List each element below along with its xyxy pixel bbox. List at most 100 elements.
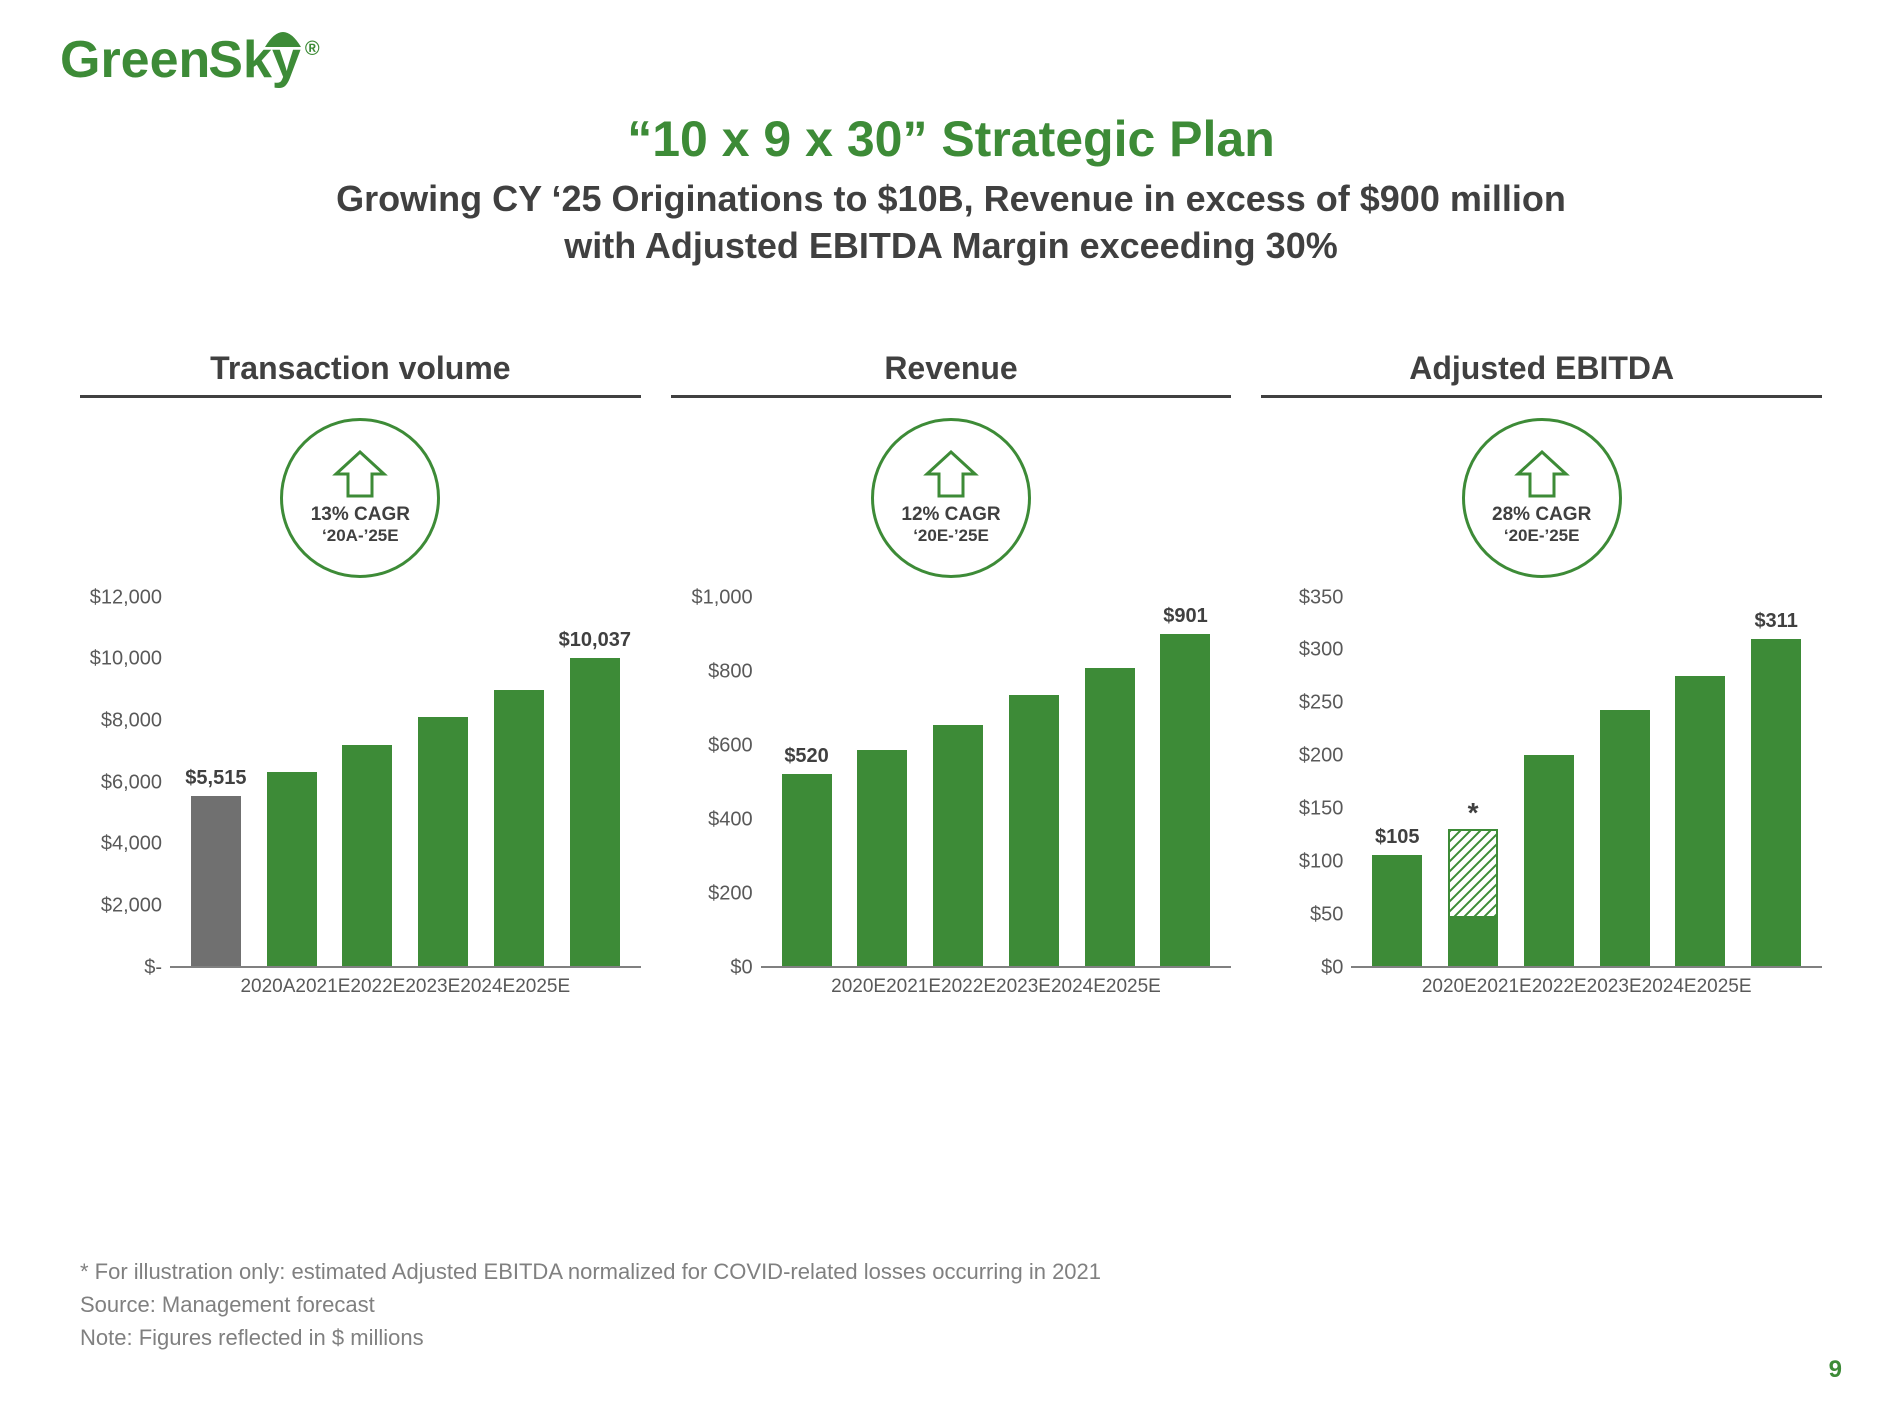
bar	[1524, 755, 1574, 965]
page-number: 9	[1829, 1356, 1842, 1384]
bar-wrap: $311	[1738, 598, 1814, 966]
bar	[782, 774, 832, 965]
x-tick-label: 2021E	[295, 976, 350, 998]
bar	[418, 717, 468, 965]
bar-wrap: $105	[1359, 598, 1435, 966]
bar-wrap	[1587, 598, 1663, 966]
x-tick-label: 2025E	[515, 976, 570, 998]
cagr-badge: 12% CAGR ‘20E-’25E	[871, 418, 1031, 578]
footnote-line: Note: Figures reflected in $ millions	[80, 1321, 1101, 1354]
y-tick-label: $6,000	[101, 771, 162, 794]
cagr-period: ‘20E-’25E	[1504, 526, 1580, 546]
x-tick-label: 2025E	[1697, 976, 1752, 998]
bar-wrap: $10,037	[557, 598, 633, 966]
bar	[1085, 668, 1135, 966]
x-tick-label: 2023E	[405, 976, 460, 998]
bar-chart: $0$50$100$150$200$250$300$350$105*$311	[1261, 598, 1822, 968]
y-tick-label: $200	[1299, 745, 1344, 768]
y-tick-label: $2,000	[101, 894, 162, 917]
chart-title: Revenue	[671, 350, 1232, 398]
y-tick-label: $0	[730, 956, 752, 979]
y-tick-label: $350	[1299, 586, 1344, 609]
up-arrow-icon	[1514, 450, 1570, 500]
x-tick-label: 2020E	[831, 976, 886, 998]
x-tick-label: 2024E	[460, 976, 515, 998]
chart-panel: Transaction volume 13% CAGR ‘20A-’25E$-$…	[80, 350, 641, 998]
y-tick-label: $100	[1299, 850, 1344, 873]
bar-value-label: $520	[784, 745, 829, 768]
plot-area: $5,515 $10,037	[170, 598, 641, 968]
x-axis: 2020E2021E2022E2023E2024E2025E	[1414, 976, 1760, 998]
bar-wrap: $520	[769, 598, 845, 966]
bar	[267, 772, 317, 965]
bar-wrap	[1662, 598, 1738, 966]
cagr-period: ‘20A-’25E	[322, 526, 399, 546]
bar-wrap	[844, 598, 920, 966]
main-title: “10 x 9 x 30” Strategic Plan	[60, 110, 1842, 168]
x-tick-label: 2024E	[1051, 976, 1106, 998]
y-tick-label: $800	[708, 660, 753, 683]
bar	[1600, 710, 1650, 965]
subtitle-line-2: with Adjusted EBITDA Margin exceeding 30…	[60, 223, 1842, 270]
x-tick-label: 2023E	[1587, 976, 1642, 998]
y-tick-label: $150	[1299, 798, 1344, 821]
bar-chart: $0$200$400$600$800$1,000$520$901	[671, 598, 1232, 968]
y-tick-label: $4,000	[101, 833, 162, 856]
bar	[1160, 634, 1210, 966]
y-tick-label: $400	[708, 808, 753, 831]
bar	[191, 796, 241, 965]
x-tick-label: 2021E	[1477, 976, 1532, 998]
cagr-badge: 13% CAGR ‘20A-’25E	[280, 418, 440, 578]
bar	[933, 725, 983, 966]
charts-row: Transaction volume 13% CAGR ‘20A-’25E$-$…	[60, 350, 1842, 998]
up-arrow-icon	[332, 450, 388, 500]
company-logo: GreenSky ®	[60, 30, 1842, 90]
bar-wrap: *	[1435, 598, 1511, 966]
y-axis: $0$50$100$150$200$250$300$350	[1261, 598, 1351, 968]
bar-value-label: $5,515	[185, 767, 246, 790]
logo-text-green: Green	[60, 30, 210, 90]
bar-wrap	[254, 598, 330, 966]
umbrella-icon	[263, 2, 303, 62]
y-tick-label: $300	[1299, 639, 1344, 662]
x-tick-label: 2021E	[886, 976, 941, 998]
footnotes: * For illustration only: estimated Adjus…	[80, 1255, 1101, 1354]
bar	[342, 745, 392, 966]
chart-title: Adjusted EBITDA	[1261, 350, 1822, 398]
bar	[1448, 829, 1498, 966]
x-tick-label: 2022E	[350, 976, 405, 998]
bar-value-label: $10,037	[559, 629, 631, 652]
y-tick-label: $600	[708, 734, 753, 757]
cagr-badge: 28% CAGR ‘20E-’25E	[1462, 418, 1622, 578]
plot-area: $520 $901	[761, 598, 1232, 968]
up-arrow-icon	[923, 450, 979, 500]
bar-solid-segment	[1448, 918, 1498, 965]
bar	[1675, 676, 1725, 965]
bar-value-label: $901	[1163, 605, 1208, 628]
bar	[570, 658, 620, 966]
bar	[857, 750, 907, 965]
x-axis: 2020A2021E2022E2023E2024E2025E	[232, 976, 578, 998]
chart-panel: Revenue 12% CAGR ‘20E-’25E $0 $200 $400 $600…	[671, 350, 1232, 998]
bar-wrap	[996, 598, 1072, 966]
registered-mark: ®	[305, 38, 320, 61]
y-tick-label: $1,000	[692, 586, 753, 609]
y-tick-label: $200	[708, 882, 753, 905]
bar	[494, 690, 544, 966]
y-tick-label: $10,000	[90, 648, 162, 671]
bar-wrap	[1072, 598, 1148, 966]
x-tick-label: 2022E	[1532, 976, 1587, 998]
x-tick-label: 2020A	[240, 976, 295, 998]
bar-hatched-segment	[1448, 829, 1498, 918]
bar	[1372, 855, 1422, 965]
y-axis: $0$200$400$600$800$1,000	[671, 598, 761, 968]
bar-value-label: $311	[1754, 610, 1797, 633]
plot-area: $105 * $311	[1351, 598, 1822, 968]
title-block: “10 x 9 x 30” Strategic Plan Growing CY …	[60, 110, 1842, 270]
bar-wrap	[481, 598, 557, 966]
x-tick-label: 2023E	[996, 976, 1051, 998]
bar-wrap	[405, 598, 481, 966]
bar-wrap: $5,515	[178, 598, 254, 966]
x-tick-label: 2024E	[1642, 976, 1697, 998]
bar-asterisk: *	[1468, 799, 1479, 827]
